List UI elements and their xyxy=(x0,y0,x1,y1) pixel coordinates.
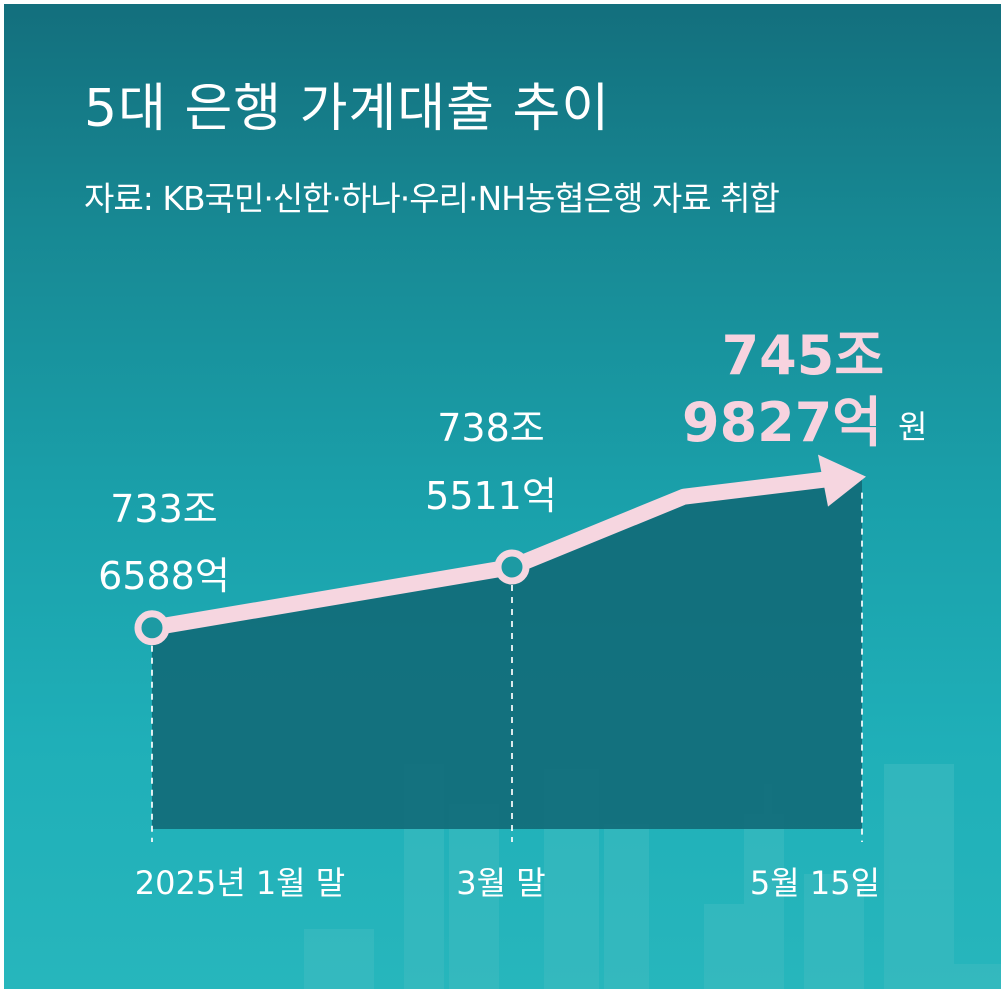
data-label: 6588억 xyxy=(98,554,230,598)
chart-card: 5대 은행 가계대출 추이 자료: KB국민·신한·하나·우리·NH농협은행 자… xyxy=(4,4,1001,989)
area-fill xyxy=(152,474,862,829)
data-point-marker xyxy=(494,549,530,585)
chart-source-note: 자료: KB국민·신한·하나·우리·NH농협은행 자료 취합 xyxy=(84,179,780,218)
x-tick-label: 5월 15일 xyxy=(750,864,880,902)
data-label: 733조 xyxy=(110,487,218,531)
x-tick-label: 2025년 1월 말 xyxy=(135,864,345,902)
chart-title: 5대 은행 가계대출 추이 xyxy=(84,79,611,139)
data-label: 5511억 xyxy=(425,474,557,518)
data-label-unit: 원 xyxy=(898,408,927,446)
data-label: 738조 xyxy=(437,406,545,450)
series-line xyxy=(144,470,840,636)
x-tick-label: 3월 말 xyxy=(456,864,545,902)
data-label-highlight: 9827억 xyxy=(682,391,882,454)
data-label-highlight: 745조 xyxy=(722,324,884,387)
arrow-head xyxy=(818,454,866,507)
data-point-marker xyxy=(134,610,170,646)
